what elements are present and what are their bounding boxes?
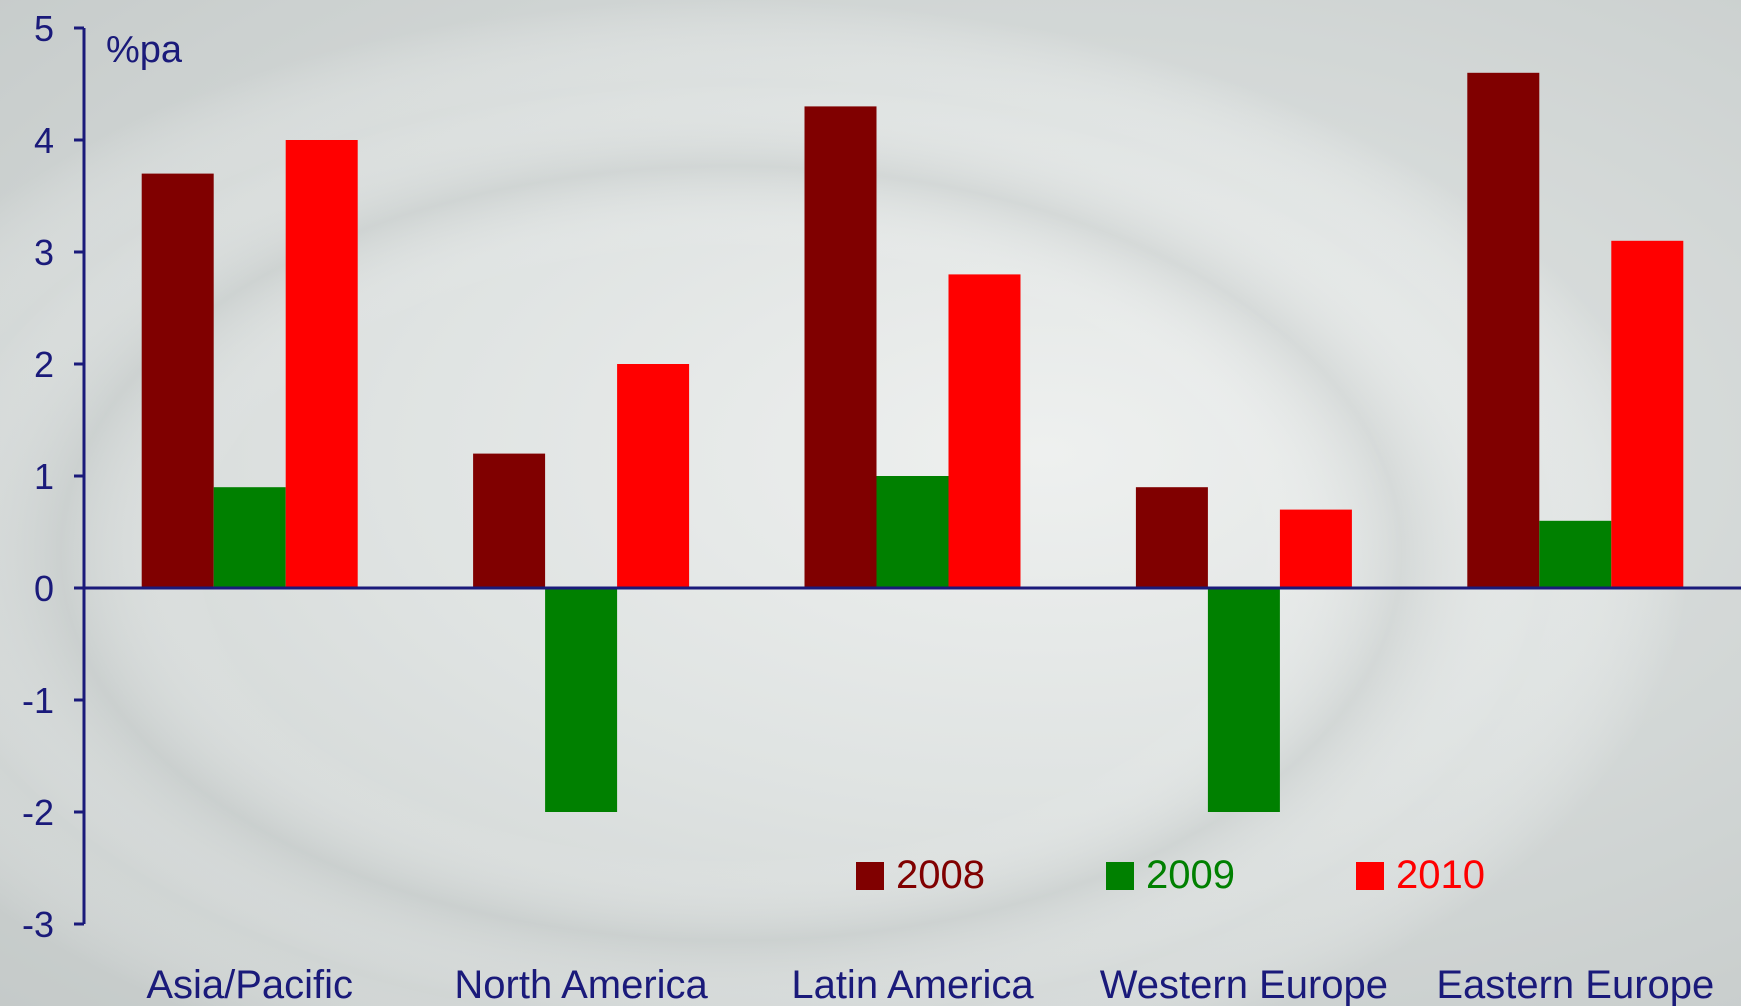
bar <box>141 173 214 588</box>
legend-label: 2009 <box>1146 853 1235 897</box>
bar <box>1467 72 1540 589</box>
bar <box>876 476 949 588</box>
x-category-label: North America <box>454 963 708 1006</box>
legend-swatch <box>1106 862 1134 890</box>
y-axis: 5 4 3 2 1 0 -1 -2 -3 <box>22 8 86 945</box>
y-tick-label: 5 <box>34 8 54 49</box>
x-axis-labels: Asia/Pacific North America Latin America We… <box>146 963 1714 1006</box>
bar <box>1279 509 1352 588</box>
legend: 2008 2009 2010 <box>856 853 1485 897</box>
x-category-label: Western Europe <box>1100 963 1388 1006</box>
x-category-label: Eastern Europe <box>1436 963 1714 1006</box>
y-tick-label: 1 <box>34 456 54 497</box>
bar <box>1611 240 1684 589</box>
bar <box>617 364 690 588</box>
bar <box>1135 487 1208 588</box>
y-tick-label: 3 <box>34 232 54 273</box>
bar <box>804 106 877 589</box>
x-category-label: Latin America <box>791 963 1034 1006</box>
y-tick-label: -2 <box>22 792 54 833</box>
bar <box>1539 520 1612 588</box>
bar <box>213 487 286 588</box>
y-tick-label: -3 <box>22 904 54 945</box>
y-tick-label: 2 <box>34 344 54 385</box>
legend-swatch <box>1356 862 1384 890</box>
x-category-label: Asia/Pacific <box>146 963 353 1006</box>
bar <box>285 140 358 588</box>
y-tick-label: 0 <box>34 568 54 609</box>
legend-label: 2010 <box>1396 853 1485 897</box>
bar <box>545 588 618 812</box>
y-tick-label: 4 <box>34 120 54 161</box>
bar <box>1207 588 1280 812</box>
bar <box>948 274 1021 588</box>
y-tick-label: -1 <box>22 680 54 721</box>
legend-label: 2008 <box>896 853 985 897</box>
bar <box>473 453 546 588</box>
legend-swatch <box>856 862 884 890</box>
y-unit-label: %pa <box>106 29 183 71</box>
bars <box>141 72 1684 812</box>
